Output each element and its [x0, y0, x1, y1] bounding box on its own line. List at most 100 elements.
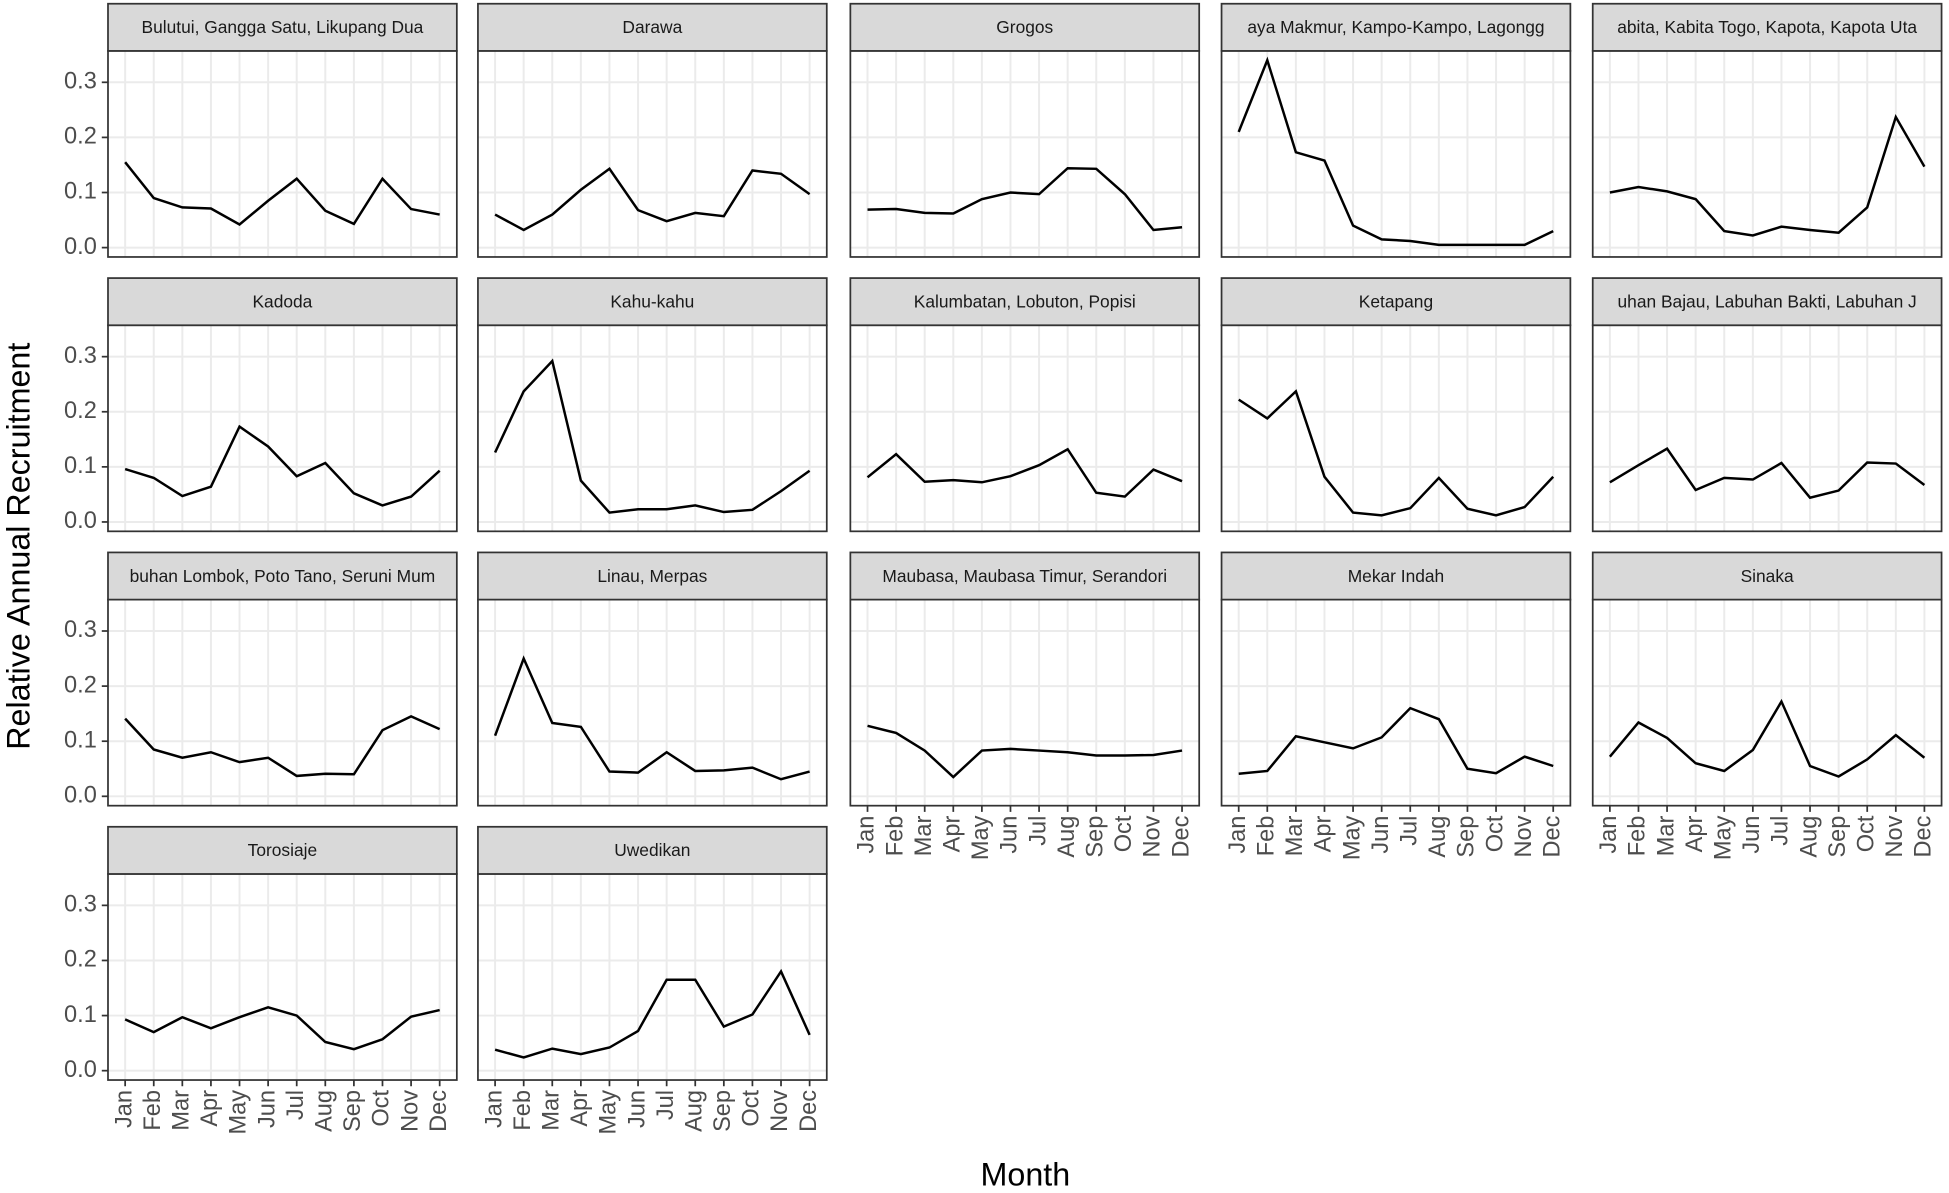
x-tick-label: Apr — [566, 1090, 592, 1127]
panel: uhan Bajau, Labuhan Bakti, Labuhan J — [1591, 277, 1943, 533]
x-axis-title: Month — [981, 1156, 1071, 1192]
panel: aya Makmur, Kampo-Kampo, Lagongg — [1220, 2, 1572, 258]
panel: Ketapang — [1220, 277, 1572, 533]
x-tick-label: Nov — [1881, 815, 1907, 857]
panel-background — [107, 873, 457, 1081]
x-tick-label: Feb — [1624, 816, 1650, 857]
panel-background — [850, 325, 1200, 532]
x-tick-label: Sep — [709, 1090, 735, 1132]
strip-title: Maubasa, Maubasa Timur, Serandori — [882, 566, 1167, 586]
strip-title: Uwedikan — [614, 840, 690, 860]
panel-background — [477, 599, 827, 806]
strip — [1591, 551, 1943, 601]
y-tick-label: 0.1 — [64, 1001, 97, 1027]
strip-title: Linau, Merpas — [597, 566, 707, 586]
x-tick-label: Dec — [1538, 815, 1564, 857]
data-line — [1238, 706, 1554, 775]
y-tick-label: 0.2 — [64, 946, 97, 972]
x-tick-label: Oct — [738, 1090, 764, 1127]
strip — [1591, 277, 1943, 327]
x-tick-label: Feb — [509, 1090, 535, 1131]
y-tick-label: 0.2 — [64, 671, 97, 697]
panel-background — [1592, 325, 1942, 532]
strip — [477, 825, 828, 875]
y-tick-label: 0.3 — [64, 68, 97, 94]
strip — [849, 2, 1201, 52]
panel: buhan Lombok, Poto Tano, Seruni Mum 0.0 0.… — [64, 551, 458, 808]
x-tick-label: Nov — [1510, 815, 1536, 857]
strip — [107, 277, 458, 327]
strip — [1220, 551, 1572, 601]
data-line — [867, 167, 1183, 232]
x-tick-label: Sep — [339, 1090, 365, 1132]
x-tick-label: Mar — [1281, 815, 1307, 856]
strip — [1220, 277, 1572, 327]
panel-background — [107, 50, 457, 257]
data-line — [866, 447, 1183, 498]
data-line — [1609, 113, 1926, 237]
x-tick-label: Apr — [939, 815, 965, 852]
strip — [849, 277, 1201, 327]
data-line — [1237, 56, 1554, 247]
data-line — [1238, 389, 1555, 517]
x-tick-label: Jul — [652, 1090, 678, 1120]
x-tick-label: Jan — [480, 1090, 506, 1128]
panel: Bulutui, Gangga Satu, Likupang Dua 0.0 0.1… — [64, 2, 458, 259]
data-line — [494, 968, 811, 1059]
x-tick-label: Oct — [368, 1090, 394, 1127]
panel: Linau, Merpas — [477, 551, 828, 807]
panel: Kadoda 0.0 0.1 0.2 0.3 — [64, 277, 458, 533]
x-tick-label: Sep — [1081, 816, 1107, 858]
x-tick-label: Jan — [1224, 816, 1250, 854]
data-line — [1608, 698, 1926, 778]
x-tick-label: Jul — [1767, 816, 1793, 846]
panel-background — [107, 325, 457, 532]
strip-title: Kadoda — [252, 291, 312, 311]
x-tick-label: Mar — [1652, 815, 1678, 856]
panel: Torosiaje 0.0 0.1 0.2 0.3 Jan Feb Mar Apr May Jun J… — [64, 825, 458, 1135]
x-tick-label: Apr — [1310, 815, 1336, 852]
panel: Uwedikan Jan Feb Mar Apr May Jun Jul Aug Sep Oct No… — [477, 825, 828, 1135]
y-tick-label: 0.3 — [64, 891, 97, 917]
x-tick-label: Aug — [1795, 816, 1821, 858]
x-tick-label: Nov — [1139, 815, 1165, 857]
strip-title: Torosiaje — [248, 840, 317, 860]
strip-title: uhan Bajau, Labuhan Bakti, Labuhan J — [1618, 291, 1917, 311]
x-tick-label: Jun — [253, 1090, 279, 1128]
strip — [107, 825, 458, 875]
y-tick-label: 0.0 — [64, 233, 97, 259]
strip-title: Sinaka — [1741, 566, 1794, 586]
strip-title: Grogos — [996, 17, 1053, 37]
x-tick-label: Dec — [1167, 815, 1193, 857]
panel: Kahu-kahu — [477, 277, 828, 533]
x-tick-label: Aug — [1053, 816, 1079, 858]
x-tick-label: Nov — [766, 1090, 792, 1132]
x-tick-label: Sep — [1453, 816, 1479, 858]
data-line — [867, 724, 1183, 779]
strip — [107, 2, 458, 52]
strip — [477, 551, 828, 601]
data-line — [494, 167, 811, 232]
panel-background — [477, 873, 827, 1081]
x-tick-label: Aug — [311, 1090, 337, 1132]
y-tick-label: 0.1 — [64, 452, 97, 478]
strip-title: Ketapang — [1359, 291, 1433, 311]
x-tick-label: May — [595, 1090, 621, 1135]
x-tick-label: May — [1338, 815, 1364, 860]
data-line — [124, 1005, 440, 1051]
x-tick-label: Jan — [853, 816, 879, 854]
x-tick-label: Jul — [282, 1090, 308, 1120]
data-line — [124, 715, 441, 778]
panel: Sinaka Jan Feb Mar Apr May Jun Jul Aug Sep Oct Nov D… — [1591, 551, 1943, 860]
x-tick-label: Sep — [1824, 816, 1850, 858]
data-line — [493, 358, 811, 514]
x-tick-label: Mar — [538, 1090, 564, 1131]
x-tick-label: May — [967, 815, 993, 860]
x-tick-label: Jun — [996, 816, 1022, 854]
x-tick-label: Jan — [1595, 816, 1621, 854]
strip-title: abita, Kabita Togo, Kapota, Kapota Uta — [1617, 17, 1917, 37]
x-tick-label: Jun — [1738, 816, 1764, 854]
